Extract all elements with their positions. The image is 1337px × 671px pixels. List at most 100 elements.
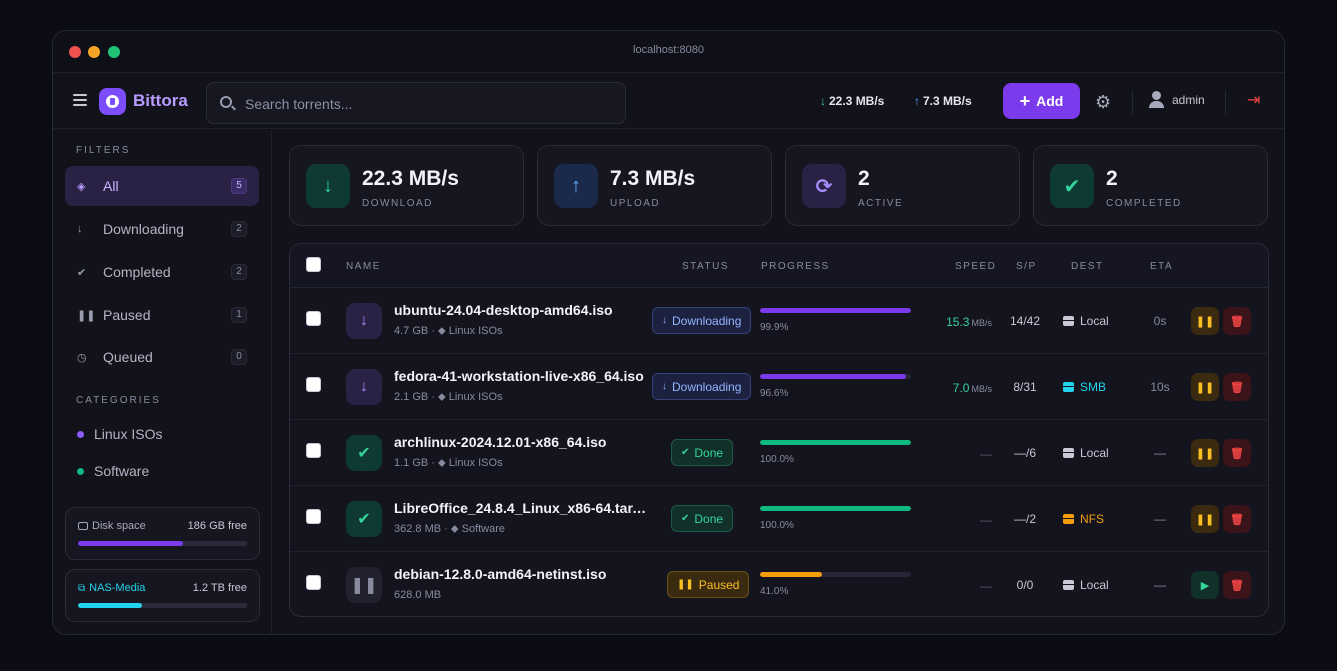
filter-all[interactable]: ◈ All 5: [65, 166, 259, 206]
eta-value: 10s: [1150, 380, 1170, 394]
seeds-peers: 14/42: [1009, 314, 1041, 328]
table-row[interactable]: ✔ LibreOffice_24.8.4_Linux_x86-64.tar.gz 3…: [290, 486, 1268, 552]
status-badge: ✔ Done: [671, 505, 734, 532]
check-circle-icon: ✔: [77, 266, 87, 279]
header-speed[interactable]: SPEED: [955, 261, 997, 272]
arrow-up-icon: ↑: [554, 164, 598, 208]
pause-icon: ❚❚: [1195, 513, 1215, 526]
progress-percent: 100.0%: [760, 520, 794, 531]
stat-active: ⟳ 2 ACTIVE: [785, 145, 1020, 226]
header-progress[interactable]: PROGRESS: [761, 261, 830, 272]
category-dot: [77, 467, 84, 475]
header-eta[interactable]: ETA: [1150, 261, 1174, 272]
categories-title: CATEGORIES: [76, 395, 161, 406]
torrent-name[interactable]: archlinux-2024.12.01-x86_64.iso: [394, 434, 607, 450]
close-window-button[interactable]: [69, 46, 81, 58]
category-software[interactable]: Software: [77, 463, 149, 479]
upload-speed-indicator: ↑ 7.3 MB/s: [914, 94, 972, 108]
folder-network-icon: [1063, 514, 1074, 524]
disk-space-card: Disk space 186 GB free: [65, 507, 260, 560]
title-bar: localhost:8080: [53, 31, 1284, 73]
torrent-name[interactable]: debian-12.8.0-amd64-netinst.iso: [394, 566, 607, 582]
seeds-peers: —/6: [1013, 446, 1036, 460]
logo-icon: [99, 88, 126, 115]
divider: [1132, 90, 1133, 114]
delete-button[interactable]: 🗑: [1223, 505, 1251, 533]
torrent-name[interactable]: fedora-41-workstation-live-x86_64.iso: [394, 368, 644, 384]
maximize-window-button[interactable]: [108, 46, 120, 58]
clock-icon: ◷: [77, 351, 87, 364]
progress-bar: [760, 374, 911, 379]
filter-completed[interactable]: ✔ Completed 2: [65, 252, 259, 292]
table-row[interactable]: ❚❚ debian-12.8.0-amd64-netinst.iso 628.0 M…: [290, 552, 1268, 616]
pause-icon: ❚❚: [1195, 381, 1215, 394]
trash-icon: 🗑: [1230, 447, 1244, 460]
username: admin: [1172, 93, 1205, 107]
add-torrent-button[interactable]: + Add: [1003, 83, 1080, 119]
filter-paused[interactable]: ❚❚ Paused 1: [65, 295, 259, 335]
arrow-up-icon: ↑: [914, 94, 920, 108]
table-row[interactable]: ✔ archlinux-2024.12.01-x86_64.iso 1.1 GB ·…: [290, 420, 1268, 486]
progress-bar: [760, 572, 911, 577]
torrent-name[interactable]: ubuntu-24.04-desktop-amd64.iso: [394, 302, 613, 318]
torrent-table: NAME STATUS PROGRESS SPEED S/P DEST ETA …: [289, 243, 1269, 617]
row-checkbox[interactable]: [306, 509, 321, 524]
gear-icon[interactable]: ⚙: [1095, 92, 1112, 112]
table-row[interactable]: ↓ ubuntu-24.04-desktop-amd64.iso 4.7 GB · …: [290, 288, 1268, 354]
stat-download: ↓ 22.3 MB/s DOWNLOAD: [289, 145, 524, 226]
torrent-name[interactable]: LibreOffice_24.8.4_Linux_x86-64.tar.gz: [394, 500, 650, 516]
pause-button[interactable]: ❚❚: [1191, 307, 1219, 335]
filter-downloading[interactable]: ↓ Downloading 2: [65, 209, 259, 249]
destination: SMB: [1063, 380, 1106, 394]
disk-icon: [78, 522, 88, 530]
user-menu[interactable]: admin: [1149, 91, 1205, 109]
delete-button[interactable]: 🗑: [1223, 439, 1251, 467]
minimize-window-button[interactable]: [88, 46, 100, 58]
search-input[interactable]: [245, 93, 615, 115]
row-checkbox[interactable]: [306, 377, 321, 392]
delete-button[interactable]: 🗑: [1223, 307, 1251, 335]
nas-usage-bar: [78, 603, 247, 608]
destination: Local: [1063, 314, 1109, 328]
delete-button[interactable]: 🗑: [1223, 373, 1251, 401]
filter-queued[interactable]: ◷ Queued 0: [65, 337, 259, 377]
pause-button[interactable]: ❚❚: [1191, 373, 1219, 401]
logout-icon[interactable]: ⇥: [1247, 92, 1261, 109]
menu-icon[interactable]: [73, 94, 87, 106]
row-checkbox[interactable]: [306, 311, 321, 326]
arrow-down-icon: ↓: [820, 94, 826, 108]
resume-button[interactable]: ▶: [1191, 571, 1219, 599]
header-dest[interactable]: DEST: [1071, 261, 1104, 272]
progress-bar: [760, 506, 911, 511]
user-icon: [1149, 91, 1167, 109]
arrow-down-icon: ↓: [662, 381, 667, 392]
app-window: localhost:8080 Bittora ↓22.3 MB/s ↑7.3 M…: [52, 30, 1285, 635]
pause-button[interactable]: ❚❚: [1191, 505, 1219, 533]
sidebar: FILTERS ◈ All 5 ↓ Downloading 2 ✔ Comple…: [53, 130, 272, 634]
server-icon: [1063, 448, 1074, 458]
status-badge: ↓ Downloading: [652, 373, 752, 400]
row-checkbox[interactable]: [306, 575, 321, 590]
layers-icon: ◈: [77, 180, 86, 193]
seeds-peers: 0/0: [1016, 578, 1034, 592]
plus-icon: +: [1019, 91, 1031, 111]
filters-title: FILTERS: [76, 145, 131, 156]
check-circle-icon: ✔: [681, 513, 690, 524]
brand-name: Bittora: [133, 91, 188, 110]
pause-button[interactable]: ❚❚: [1191, 439, 1219, 467]
status-badge: ❚❚ Paused: [667, 571, 750, 598]
header-status[interactable]: STATUS: [682, 261, 729, 272]
header-sp[interactable]: S/P: [1016, 261, 1037, 272]
search-bar[interactable]: [206, 82, 626, 124]
status-badge: ↓ Downloading: [652, 307, 752, 334]
check-circle-icon: ✔: [681, 447, 690, 458]
window-url: localhost:8080: [633, 44, 704, 56]
delete-button[interactable]: 🗑: [1223, 571, 1251, 599]
torrent-meta: 628.0 MB: [394, 589, 442, 601]
select-all-checkbox[interactable]: [306, 257, 321, 272]
row-checkbox[interactable]: [306, 443, 321, 458]
header-name[interactable]: NAME: [346, 261, 381, 272]
category-linux-isos[interactable]: Linux ISOs: [77, 426, 162, 442]
speed-value: —: [980, 513, 992, 527]
table-row[interactable]: ↓ fedora-41-workstation-live-x86_64.iso 2.…: [290, 354, 1268, 420]
